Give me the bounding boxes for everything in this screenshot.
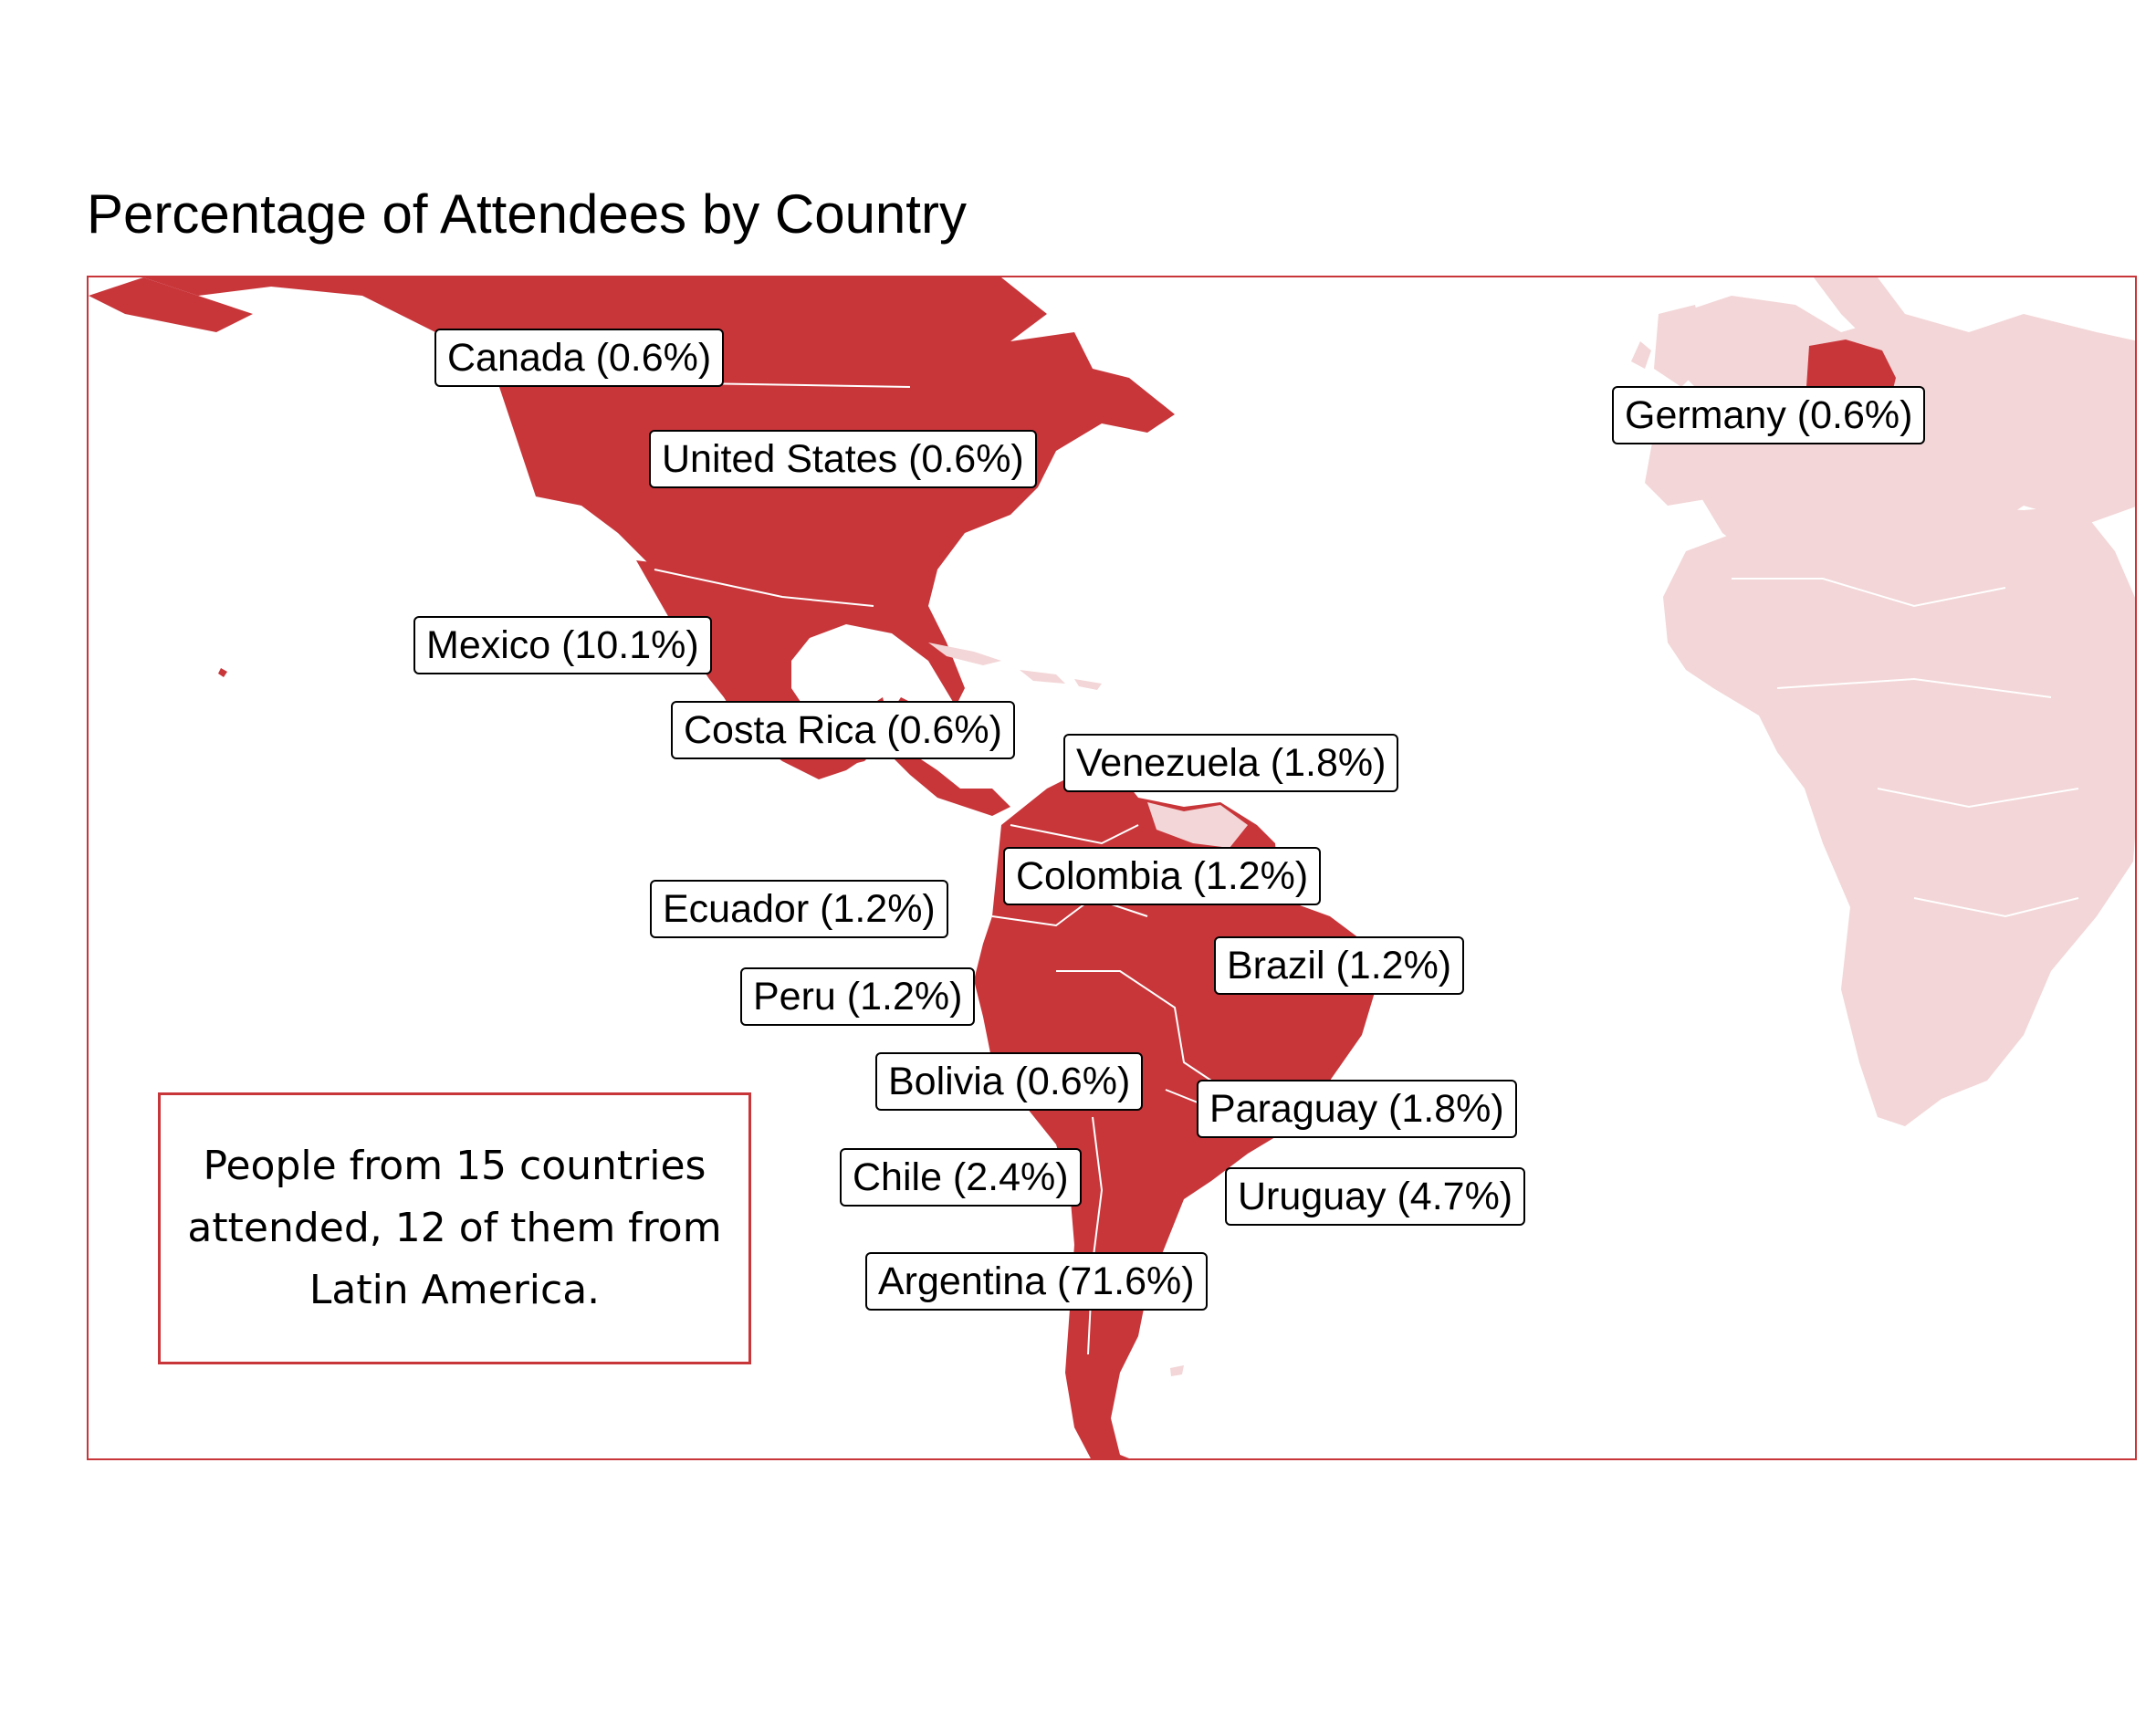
hawaii-shape [218,668,227,677]
label-germany: Germany (0.6%) [1612,386,1926,444]
british-isles-land [1631,305,1709,387]
label-bolivia: Bolivia (0.6%) [875,1052,1144,1111]
label-costa-rica: Costa Rica (0.6%) [671,701,1015,759]
central-america-shape [883,734,1010,816]
alaska-shape [89,277,253,332]
north-america-shape [143,277,1175,779]
mexico-shape [636,560,892,770]
africa-land [1663,506,2135,1126]
label-paraguay: Paraguay (1.8%) [1197,1080,1517,1138]
label-argentina: Argentina (71.6%) [865,1252,1208,1311]
label-peru: Peru (1.2%) [740,967,976,1026]
label-uruguay: Uruguay (4.7%) [1225,1167,1526,1226]
label-brazil: Brazil (1.2%) [1214,936,1465,995]
caribbean-land [928,643,1102,690]
scandinavia-land [1814,277,1905,341]
map-title: Percentage of Attendees by Country [87,183,967,245]
label-venezuela: Venezuela (1.8%) [1063,734,1399,792]
guianas-land [1147,802,1248,848]
label-mexico: Mexico (10.1%) [413,616,712,674]
iberia-land [1645,428,1741,506]
label-canada: Canada (0.6%) [434,329,725,387]
label-chile: Chile (2.4%) [840,1148,1082,1207]
label-ecuador: Ecuador (1.2%) [650,880,948,938]
annotation-text: People from 15 countries attended, 12 of… [187,1143,722,1313]
falklands-land [1170,1365,1184,1376]
annotation-box: People from 15 countries attended, 12 of… [158,1092,751,1364]
label-colombia: Colombia (1.2%) [1003,847,1322,905]
label-united-states: United States (0.6%) [649,430,1037,488]
